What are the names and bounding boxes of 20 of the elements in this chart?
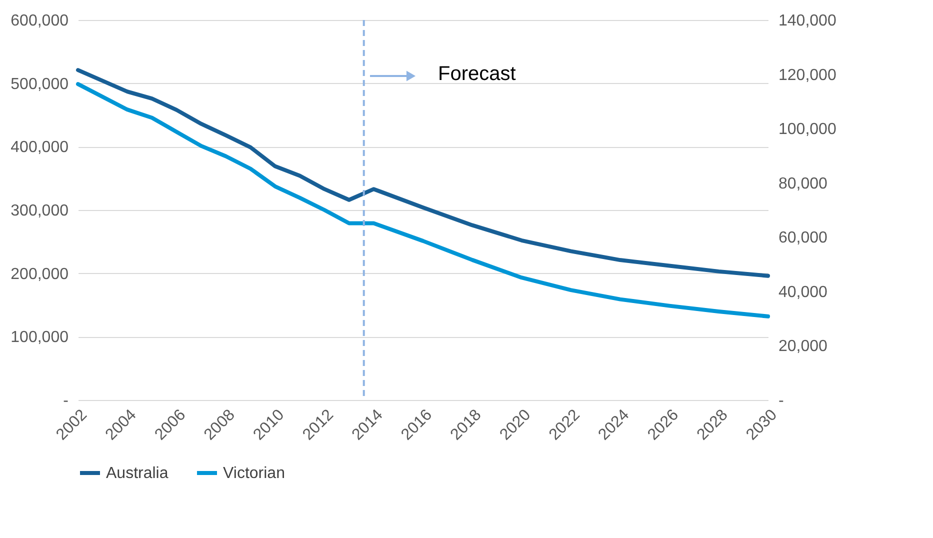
annotation: Forecast — [438, 63, 516, 85]
y2-tick-label: 100,000 — [778, 121, 836, 138]
y2-tick-label: 140,000 — [778, 12, 836, 30]
y2-tick-label: 80,000 — [778, 175, 828, 192]
line-series — [76, 68, 770, 278]
y-tick-label: - — [63, 392, 68, 410]
y-tick-label: 100,000 — [10, 329, 69, 346]
legend-label: Australia — [106, 465, 168, 482]
y2-tick-label: 60,000 — [778, 230, 828, 247]
y-tick-label: 400,000 — [10, 139, 69, 156]
line-series — [76, 82, 770, 318]
y2-tick-label: 40,000 — [778, 284, 828, 301]
y2-tick-label: - — [778, 392, 784, 410]
legend-label: Victorian — [223, 465, 285, 482]
y2-tick-label: 20,000 — [778, 338, 828, 356]
y-tick-label: 500,000 — [10, 76, 69, 93]
y-tick-label: 200,000 — [10, 266, 69, 283]
y2-tick-label: 120,000 — [778, 66, 836, 84]
y-tick-label: 600,000 — [10, 12, 69, 30]
y-tick-label: 300,000 — [10, 202, 69, 220]
